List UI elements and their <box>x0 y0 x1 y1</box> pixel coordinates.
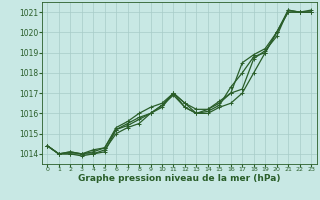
X-axis label: Graphe pression niveau de la mer (hPa): Graphe pression niveau de la mer (hPa) <box>78 174 280 183</box>
